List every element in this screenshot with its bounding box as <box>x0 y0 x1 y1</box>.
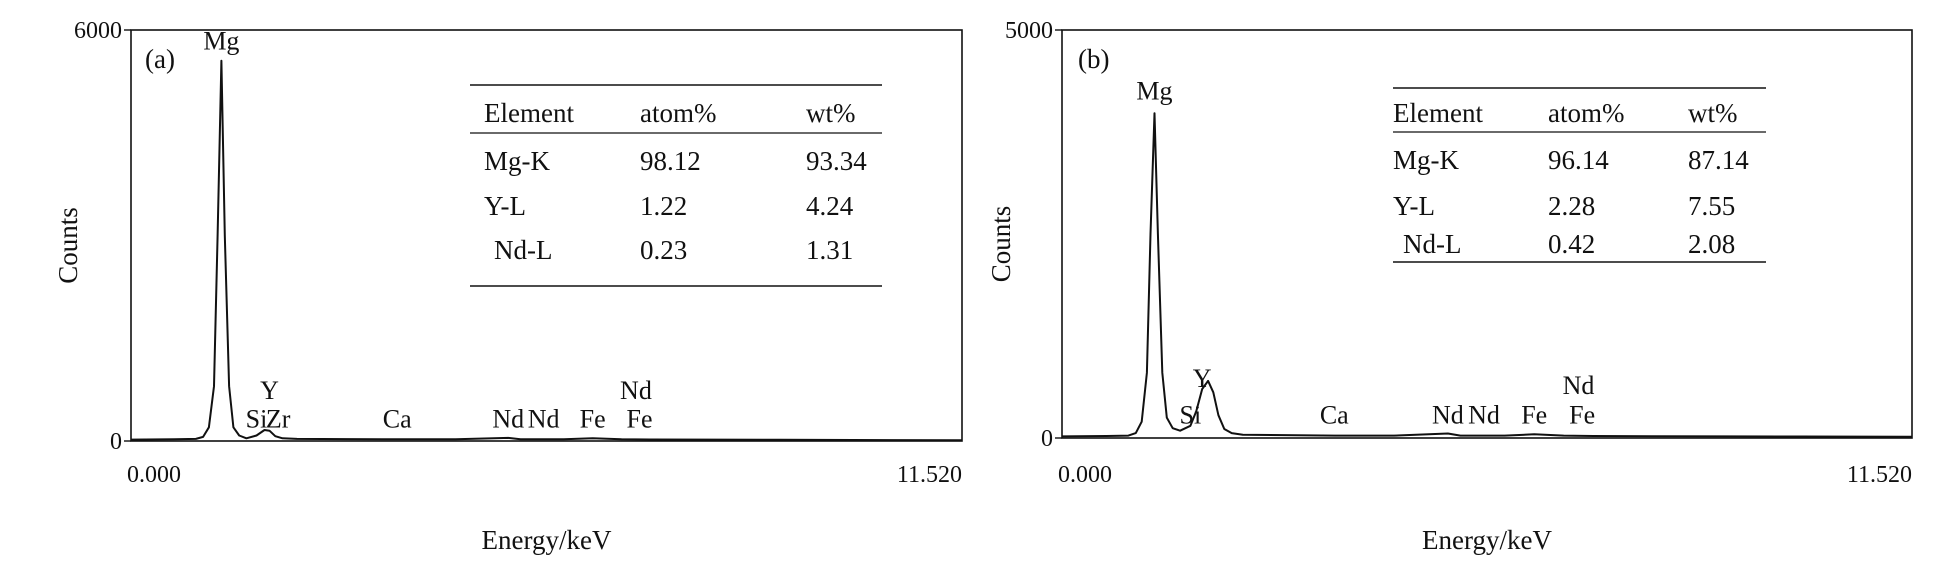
peak-label: Ca <box>383 405 412 434</box>
peak-label: Si <box>246 405 268 434</box>
x-tick-label: 0.000 <box>127 462 181 488</box>
peak-label: Ca <box>1320 400 1349 429</box>
table-header-cell: Element <box>484 98 574 128</box>
peak-label: Fe <box>1569 400 1595 429</box>
peak-label: Fe <box>627 405 653 434</box>
table-cell: Nd-L <box>1403 229 1461 259</box>
table-cell: 93.34 <box>806 146 867 176</box>
peak-label: Fe <box>580 405 606 434</box>
table-cell: Y-L <box>484 191 526 221</box>
table-header-cell: wt% <box>806 98 856 128</box>
peak-label: Nd <box>1432 400 1464 429</box>
y-axis-label: Counts <box>53 207 83 284</box>
table-cell: 1.31 <box>806 235 853 265</box>
x-axis-label: Energy/keV <box>1422 525 1552 555</box>
table-cell: 96.14 <box>1548 145 1609 175</box>
plot-frame <box>130 29 963 442</box>
table-cell: Mg-K <box>1393 145 1459 175</box>
panel-label: (b) <box>1078 44 1109 74</box>
plot-frame <box>1061 29 1913 439</box>
spectrum-line <box>130 59 963 442</box>
table-header-cell: wt% <box>1688 98 1738 128</box>
x-axis-label: Energy/keV <box>482 525 612 555</box>
y-tick-label: 6000 <box>74 18 122 44</box>
peak-label: Fe <box>1521 400 1547 429</box>
chart-panel-b: 5000 00.000 11.520 Energy/keV Counts (b) Mg Si Y… <box>986 18 1913 555</box>
peak-label: Nd <box>492 405 524 434</box>
x-tick-label: 11.520 <box>897 462 962 488</box>
y-axis-label: Counts <box>986 206 1016 283</box>
y-tick-label: 0 <box>1041 426 1053 452</box>
table-cell: 98.12 <box>640 146 701 176</box>
table-cell: 1.22 <box>640 191 687 221</box>
y-tick-label: 0 <box>110 429 122 455</box>
peak-label: Nd <box>528 405 560 434</box>
panel-label: (a) <box>145 44 175 74</box>
table-cell: 0.23 <box>640 235 687 265</box>
peak-label: Y <box>260 376 279 405</box>
table-header-cell: atom% <box>640 98 716 128</box>
table-cell: 0.42 <box>1548 229 1595 259</box>
table-cell: Mg-K <box>484 146 550 176</box>
table-cell: 2.28 <box>1548 191 1595 221</box>
table-cell: 2.08 <box>1688 229 1735 259</box>
table-cell: 4.24 <box>806 191 854 221</box>
table-header-cell: Element <box>1393 98 1483 128</box>
peak-label: Zr <box>266 405 291 434</box>
table-cell: 87.14 <box>1688 145 1749 175</box>
peak-label: Nd <box>620 376 652 405</box>
y-tick-label: 5000 <box>1005 18 1053 44</box>
x-tick-label: 11.520 <box>1847 462 1912 488</box>
x-tick-label: 0.000 <box>1058 462 1112 488</box>
peak-label: Nd <box>1468 400 1500 429</box>
table-cell: 7.55 <box>1688 191 1735 221</box>
peak-label: Nd <box>1563 371 1595 400</box>
peak-label: Mg <box>203 26 239 55</box>
table-cell: Nd-L <box>494 235 552 265</box>
table-cell: Y-L <box>1393 191 1435 221</box>
table-header-cell: atom% <box>1548 98 1624 128</box>
peak-label: Mg <box>1136 77 1172 106</box>
peak-label: Si <box>1180 400 1202 429</box>
spectrum-line <box>1061 112 1913 438</box>
peak-label: Y <box>1193 364 1212 393</box>
